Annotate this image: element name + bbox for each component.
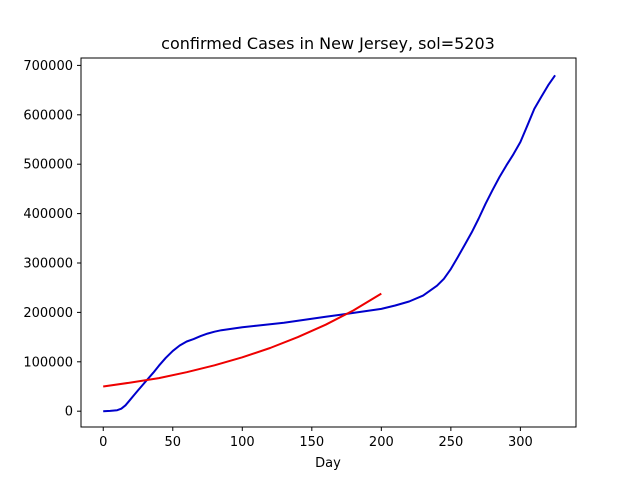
x-tick-label: 150: [299, 435, 324, 450]
series-line-1: [103, 292, 382, 388]
plot-area: [103, 74, 556, 413]
x-tick-label: 300: [508, 435, 533, 450]
chart-title: confirmed Cases in New Jersey, sol=5203: [161, 34, 495, 53]
x-tick-label: 200: [369, 435, 394, 450]
x-tick-label: 50: [164, 435, 181, 450]
x-axis-label: Day: [315, 456, 341, 471]
axes-frame: [80, 57, 577, 428]
y-tick-label: 200000: [23, 306, 73, 321]
y-tick-label: 100000: [23, 355, 73, 370]
x-tick-label: 250: [438, 435, 463, 450]
x-axis: 0 50 100 150 200 250 300: [99, 427, 533, 450]
y-axis: 0 100000 200000 300000 400000 500000 600000 700…: [23, 59, 81, 420]
x-tick-label: 100: [230, 435, 255, 450]
y-tick-label: 400000: [23, 207, 73, 222]
y-tick-label: 0: [65, 405, 73, 420]
y-tick-label: 500000: [23, 158, 73, 173]
y-tick-label: 700000: [23, 59, 73, 74]
y-tick-label: 300000: [23, 257, 73, 272]
x-tick-label: 0: [99, 435, 107, 450]
y-tick-label: 600000: [23, 108, 73, 123]
series-line-0: [103, 74, 556, 413]
